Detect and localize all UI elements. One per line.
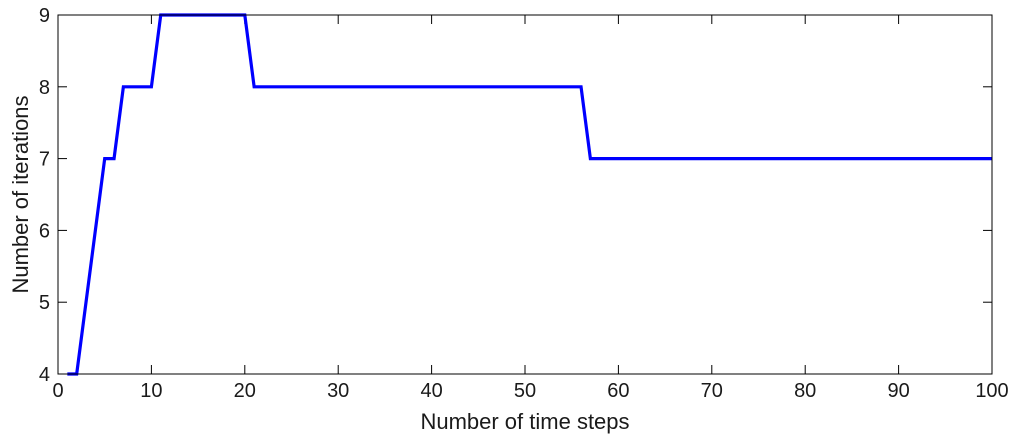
x-tick-label: 0	[52, 380, 63, 402]
axis-ticks	[57, 14, 993, 375]
y-tick-labels: 4 5 6 7 8 9	[39, 5, 50, 386]
y-tick-label: 9	[39, 5, 50, 27]
plot-frame	[57, 14, 993, 375]
x-tick-label: 60	[607, 380, 629, 402]
y-tick-label: 6	[39, 220, 50, 242]
x-tick-label: 50	[514, 380, 536, 402]
y-axis-title: Number of iterations	[8, 95, 33, 293]
x-tick-label: 20	[234, 380, 256, 402]
x-tick-labels: 0 10 20 30 40 50 60 70 80 90 100	[52, 380, 1008, 402]
x-tick-label: 10	[140, 380, 162, 402]
x-tick-label: 40	[420, 380, 442, 402]
series-line	[67, 13, 992, 376]
y-tick-label: 5	[39, 292, 50, 314]
y-tick-label: 4	[39, 364, 50, 386]
x-tick-label: 80	[794, 380, 816, 402]
x-tick-label: 70	[701, 380, 723, 402]
x-tick-label: 90	[887, 380, 909, 402]
y-tick-label: 8	[39, 77, 50, 99]
y-tick-label: 7	[39, 149, 50, 171]
x-axis-title: Number of time steps	[420, 409, 629, 434]
x-tick-label: 100	[975, 380, 1008, 402]
series-layer	[67, 13, 992, 376]
x-tick-label: 30	[327, 380, 349, 402]
